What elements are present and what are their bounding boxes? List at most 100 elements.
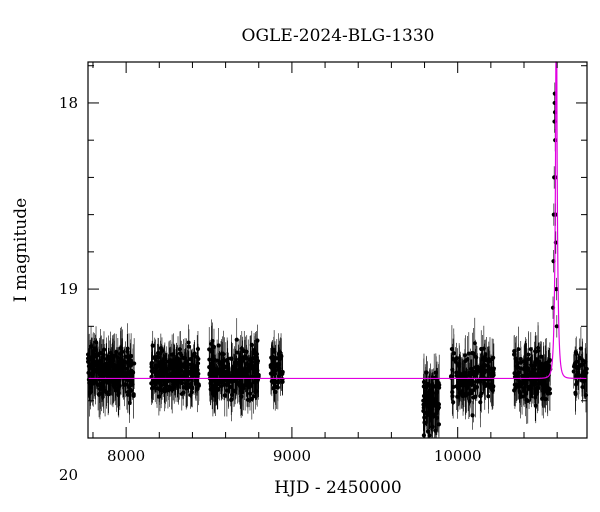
data-point [533, 395, 538, 400]
data-point [450, 356, 456, 361]
data-point [433, 399, 438, 404]
data-point [159, 348, 165, 353]
x-tick-label: 9000 [273, 447, 311, 465]
data-point [236, 360, 241, 365]
data-point [170, 379, 175, 384]
data-point [248, 382, 253, 387]
data-point [228, 384, 233, 390]
data-point [255, 338, 260, 343]
data-point [158, 372, 163, 377]
data-point [232, 360, 237, 366]
data-point [157, 360, 163, 365]
data-point [530, 370, 535, 375]
data-point [161, 364, 166, 369]
data-point [89, 385, 94, 390]
data-point [162, 357, 167, 362]
data-point [450, 390, 455, 395]
data-point [471, 388, 476, 393]
data-point [431, 412, 436, 417]
chart-title: OGLE-2024-BLG-1330 [242, 26, 435, 46]
data-point [101, 347, 107, 352]
data-point [195, 386, 200, 391]
data-point [102, 379, 107, 385]
data-point [94, 360, 99, 366]
data-point [210, 338, 215, 344]
data-point [149, 364, 154, 370]
data-point [129, 368, 134, 374]
data-point [517, 389, 522, 395]
data-point [226, 370, 231, 375]
data-point [477, 367, 483, 372]
data-point [427, 433, 432, 438]
data-point [131, 393, 136, 399]
data-point [181, 355, 186, 361]
data-point [249, 342, 254, 348]
data-point [463, 393, 468, 398]
data-point [188, 392, 193, 398]
data-point [542, 386, 548, 391]
data-point [436, 422, 442, 427]
data-point [116, 392, 121, 398]
data-point [239, 388, 244, 393]
data-point [580, 384, 585, 390]
y-tick-label: 19 [59, 280, 78, 298]
data-point [491, 373, 496, 378]
data-point [240, 358, 245, 364]
data-point [421, 433, 427, 438]
data-point [124, 382, 129, 387]
data-point [429, 407, 435, 412]
y-tick-label: 18 [59, 94, 78, 112]
data-point [239, 394, 244, 399]
data-point [436, 401, 441, 406]
data-point [207, 357, 212, 362]
data-point [469, 391, 474, 396]
data-point [247, 391, 253, 396]
data-point [454, 370, 459, 375]
data-point [128, 358, 133, 363]
data-point [253, 372, 258, 377]
data-point [216, 343, 221, 348]
data-point [473, 385, 478, 390]
data-point [533, 403, 538, 408]
data-point [486, 364, 491, 369]
model-curve [88, 61, 587, 380]
data-point [433, 428, 438, 433]
data-point [177, 367, 182, 372]
data-point [186, 344, 192, 349]
data-point [96, 392, 102, 397]
data-point [216, 379, 221, 385]
data-point [128, 387, 133, 392]
data-point [152, 355, 157, 360]
data-point [268, 371, 274, 376]
data-point [229, 356, 234, 361]
data-point [234, 337, 239, 342]
data-point [101, 386, 106, 391]
data-point [186, 340, 191, 345]
data-point [540, 382, 545, 387]
data-point [582, 373, 587, 378]
data-point [512, 349, 517, 354]
data-point [233, 372, 238, 377]
data-point [244, 378, 249, 383]
data-point [196, 371, 201, 376]
x-axis-label: HJD - 2450000 [274, 478, 402, 498]
y-axis-label: I magnitude [11, 198, 31, 302]
data-point [536, 359, 541, 365]
data-point [472, 373, 478, 378]
data-point [467, 373, 472, 378]
data-point [92, 354, 97, 359]
data-point [98, 362, 103, 367]
data-point [422, 402, 427, 408]
data-point [491, 355, 496, 360]
data-point [189, 362, 194, 367]
data-point [230, 379, 235, 384]
data-point [544, 360, 549, 366]
data-point [516, 383, 521, 388]
model-curve-layer [88, 61, 587, 380]
data-point [215, 372, 220, 377]
data-point [529, 384, 534, 390]
data-point [479, 346, 484, 352]
data-point [513, 385, 518, 391]
x-tick-label: 8000 [107, 447, 145, 465]
